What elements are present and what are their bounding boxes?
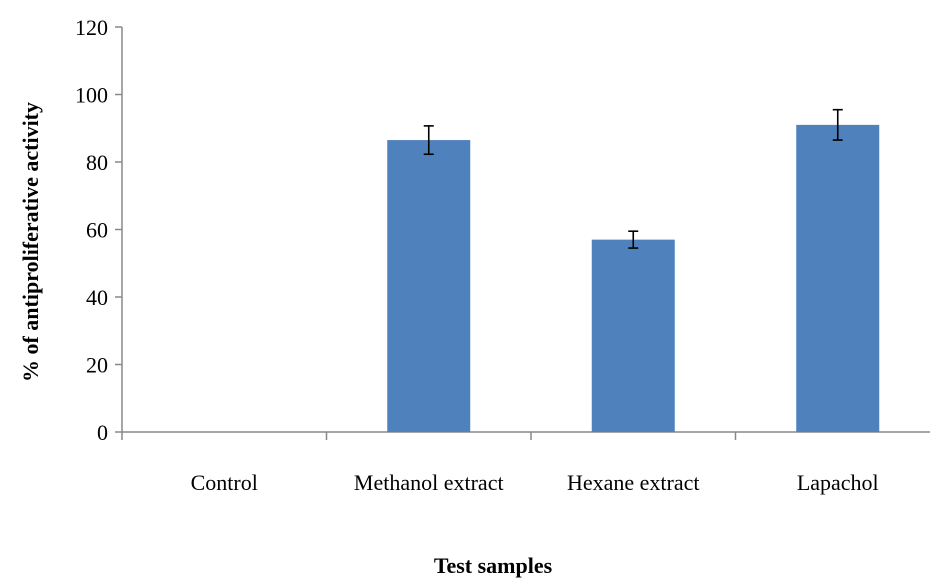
x-tick-label: Hexane extract [567,470,700,495]
y-tick-label: 80 [86,150,108,175]
x-tick-label: Lapachol [797,470,879,495]
y-tick-label: 60 [86,218,108,243]
bars [387,124,880,432]
bar [387,140,471,432]
bar [796,124,880,432]
x-axis-title: Test samples [434,553,553,578]
y-tick-label: 120 [75,15,108,40]
x-tick-label: Methanol extract [354,470,504,495]
y-axis-title: % of antiproliferative activity [18,102,43,382]
y-tick-label: 100 [75,83,108,108]
bar [591,239,675,432]
y-tick-label: 20 [86,353,108,378]
x-tick-label: Control [191,470,258,495]
y-axis: 0 20 40 60 80 100 120 [75,15,123,445]
y-tick-label: 40 [86,285,108,310]
y-tick-label: 0 [97,420,108,445]
error-bars [423,108,843,249]
x-axis: Control Methanol extract Hexane extract Lap… [121,431,930,495]
